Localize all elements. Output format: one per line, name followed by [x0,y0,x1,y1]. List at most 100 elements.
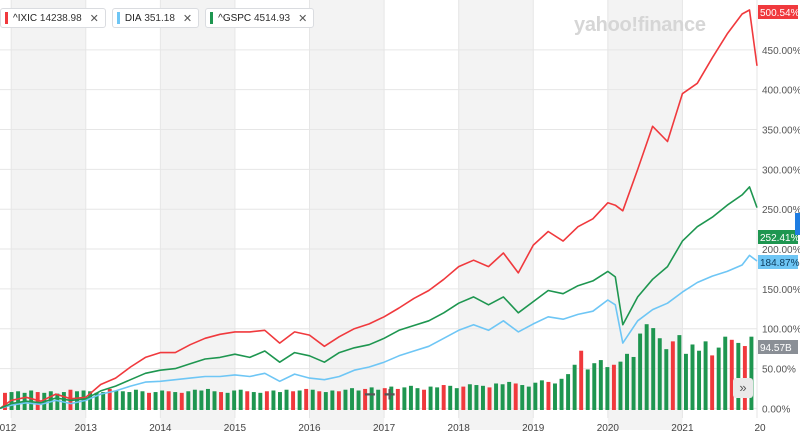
end-tag-label: 94.57B [760,343,792,354]
volume-bar [94,392,99,410]
gridlines [0,0,758,418]
volume-bar [186,391,191,410]
volume-bar [271,390,276,410]
end-tag-bg [758,340,798,354]
x-tick-label: 012 [0,423,17,434]
volume-bar [703,341,708,410]
close-icon[interactable]: ✕ [89,12,99,25]
volume-bar [323,392,328,410]
volume-bar [258,392,263,410]
side-panel-tab[interactable] [795,213,800,235]
y-tick-label: 150.00% [762,285,800,296]
volume-bar [297,390,302,410]
legend-ticker: ^IXIC [13,12,38,24]
volume-bar [553,383,557,410]
y-tick-label: 200.00% [762,245,800,256]
x-tick-label: 2017 [373,423,396,434]
y-tick-label: 300.00% [762,165,800,176]
series-line-dia [0,254,758,410]
volume-bar [474,385,479,410]
legend-swatch [5,12,8,24]
volume-bar [192,389,197,410]
volume-bar [238,389,243,410]
volume-bar [245,391,250,410]
volume-bar [710,355,715,410]
end-tag-label: 252.41% [760,233,800,244]
y-tick-label: 250.00% [762,205,800,216]
close-icon[interactable]: ✕ [182,12,193,25]
volume-bar [723,336,728,410]
legend: ^IXIC 14238.98 ✕ DIA 351.18 ✕ ^GSPC 4514… [0,8,315,30]
series-line-gspc [0,186,758,410]
zoom-out-button[interactable]: − [364,384,376,406]
series-line-ixic [0,9,758,410]
legend-chip-gspc[interactable]: ^GSPC 4514.93 ✕ [205,8,315,28]
volume-bar [729,339,734,410]
x-tick-label: 2014 [149,423,172,434]
volume-bar [402,387,407,410]
volume-bar [199,390,204,410]
volume-bar [415,388,420,410]
legend-chip-dia[interactable]: DIA 351.18 ✕ [111,8,200,28]
y-tick-label: 350.00% [762,126,800,137]
volume-bar [592,363,597,410]
volume-bar [559,378,564,410]
end-tag-bg [758,5,798,19]
volume-bar [232,390,237,410]
volume-bar [61,392,66,410]
volume-bar [330,390,335,410]
legend-ticker: ^GSPC [218,12,252,24]
volume-bar [651,328,656,410]
volume-bar [690,344,695,410]
volume-bar [467,384,472,410]
volume-bar [16,391,21,410]
volume-bar [133,389,138,410]
legend-swatch [116,12,120,24]
volume-bar [507,381,512,410]
volume-bar [251,392,256,410]
volume-bar [153,392,158,410]
volume-bar [513,383,518,410]
volume-bar [389,386,394,410]
volume-bar [88,391,93,410]
volume-bar [572,364,577,410]
volume-bar [598,360,603,410]
volume-bar [173,392,178,410]
volume-bar [422,389,427,410]
volume-bar [716,347,721,410]
legend-ticker: DIA [124,12,142,24]
volume-bar [120,391,125,410]
volume-bar [264,391,269,410]
x-tick-label: 2019 [522,423,545,434]
series-lines [0,9,758,410]
volume-bar [625,353,629,410]
y-tick-label: 50.00% [762,365,796,376]
volume-bar [670,341,675,410]
end-tag-label: 500.54% [760,8,800,19]
volume-bar [127,392,132,410]
year-band [458,0,534,430]
x-tick-label: 20 [754,423,766,434]
volume-bar [683,353,688,410]
volume-bar [284,389,289,410]
volume-bar [107,388,112,410]
volume-bar [638,333,643,410]
double-chevron-right-icon[interactable]: » [733,378,753,398]
legend-chip-ixic[interactable]: ^IXIC 14238.98 ✕ [0,8,106,28]
end-tag-bg [758,230,798,244]
volume-bar [114,390,119,410]
volume-bar [500,384,505,410]
volume-bar [179,392,184,410]
zoom-in-button[interactable]: + [383,384,396,406]
volume-bar [101,392,106,410]
volume-bar [219,392,224,410]
volume-bar [644,324,649,410]
y-tick-label: 450.00% [762,46,800,57]
volume-bar [618,361,623,410]
year-band [309,0,385,430]
volume-bar [657,338,662,410]
volume-bar [408,385,413,410]
close-icon[interactable]: ✕ [298,12,308,25]
volume-bar [461,386,466,410]
volume-bar [29,390,34,410]
